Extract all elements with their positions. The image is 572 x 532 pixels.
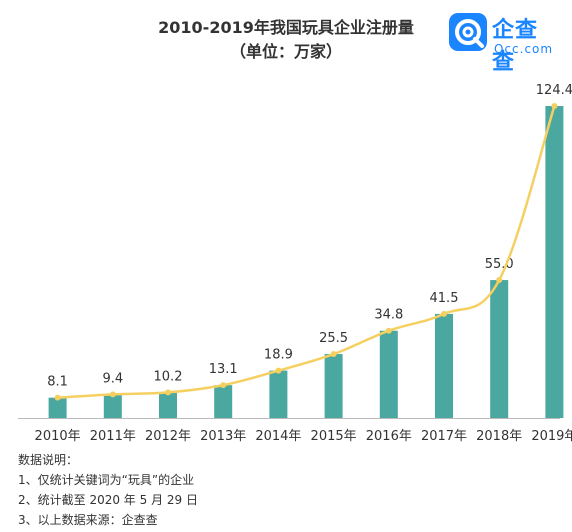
trend-point xyxy=(54,394,61,401)
data-label: 18.9 xyxy=(264,348,293,363)
data-label: 8.1 xyxy=(47,375,68,390)
x-tick-label: 2011年 xyxy=(90,429,136,444)
x-tick-label: 2015年 xyxy=(311,429,357,444)
magnifier-q-icon xyxy=(449,13,487,51)
x-tick-label: 2019年 xyxy=(531,429,572,444)
data-notes: 数据说明： 1、仅统计关键词为“玩具”的企业 2、统计截至 2020 年 5 月… xyxy=(18,450,198,530)
logo-domain: Qcc.com xyxy=(494,42,554,56)
trend-point xyxy=(220,382,227,389)
x-tick-label: 2013年 xyxy=(200,429,246,444)
trend-line xyxy=(57,105,556,399)
data-label: 124.4 xyxy=(536,83,572,98)
bar xyxy=(545,106,564,418)
x-tick-label: 2012年 xyxy=(145,429,191,444)
data-label: 41.5 xyxy=(430,291,459,306)
data-label: 25.5 xyxy=(319,331,348,346)
bar xyxy=(324,354,343,418)
data-label: 34.8 xyxy=(374,308,403,323)
chart-title: 2010-2019年我国玩具企业注册量 xyxy=(158,18,414,37)
x-tick-label: 2017年 xyxy=(421,429,467,444)
trend-point xyxy=(441,310,447,317)
x-tick-label: 2016年 xyxy=(366,429,412,444)
trend-point xyxy=(109,391,116,398)
notes-heading: 数据说明： xyxy=(18,453,79,467)
registrations-chart: 8.1 2010年 9.4 2011年 10.2 2012年 13.1 2013年 18.9 20… xyxy=(18,83,572,444)
trend-point xyxy=(385,327,392,334)
bar xyxy=(159,392,177,418)
x-tick-label: 2018年 xyxy=(476,429,522,444)
note-item-1: 1、仅统计关键词为“玩具”的企业 xyxy=(18,473,195,487)
trend-point xyxy=(551,103,558,109)
bar xyxy=(103,394,122,418)
bar xyxy=(269,370,288,418)
x-tick-label: 2010年 xyxy=(35,429,81,444)
data-label: 13.1 xyxy=(209,362,238,377)
data-label: 10.2 xyxy=(154,369,183,384)
note-item-2: 2、统计截至 2020 年 5 月 29 日 xyxy=(18,493,198,507)
chart-subtitle: （单位：万家） xyxy=(229,42,342,61)
trend-point xyxy=(275,367,282,374)
trend-point xyxy=(165,389,171,396)
bar xyxy=(490,280,509,418)
data-label: 9.4 xyxy=(102,371,123,386)
bar xyxy=(379,330,398,418)
bar xyxy=(435,313,453,418)
x-tick-label: 2014年 xyxy=(255,429,301,444)
qcc-logo: 企查查 Qcc.com xyxy=(448,10,558,75)
bar xyxy=(214,385,233,418)
logo-name: 企查查 xyxy=(492,18,539,75)
trend-point xyxy=(496,277,503,284)
bar xyxy=(48,397,67,418)
trend-point xyxy=(330,351,337,358)
note-item-3: 3、以上数据来源：企查查 xyxy=(18,513,158,527)
